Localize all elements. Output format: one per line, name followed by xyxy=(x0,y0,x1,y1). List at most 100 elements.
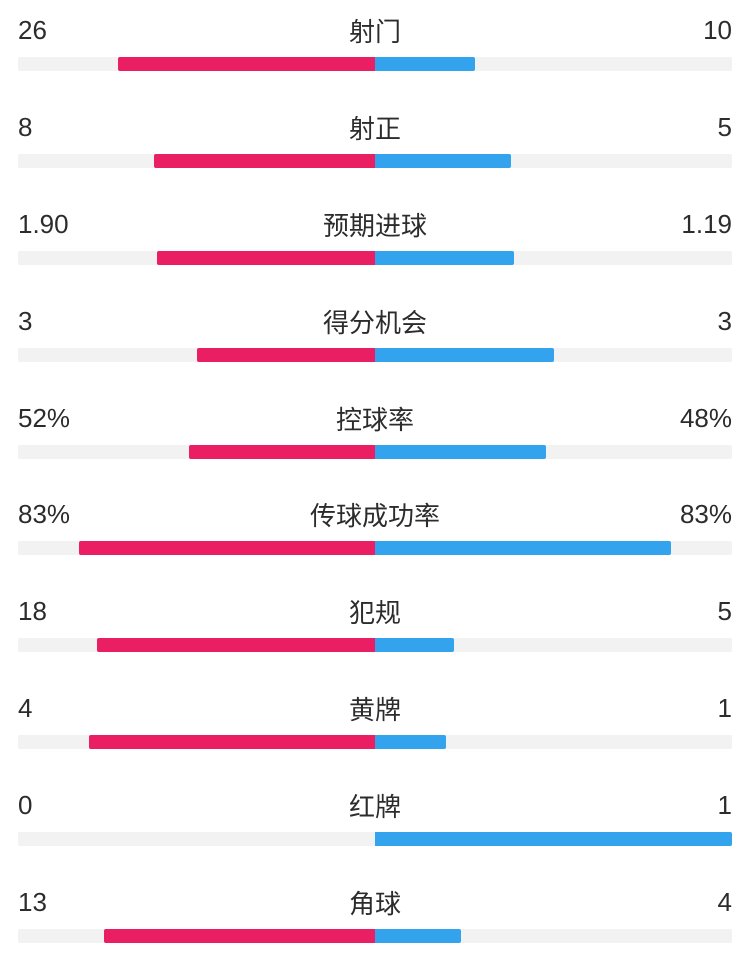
stat-labels: 52% 控球率 48% xyxy=(18,400,732,437)
bar-away-fill xyxy=(375,735,446,749)
bar-home-half xyxy=(18,638,375,652)
bar-home-fill xyxy=(154,154,375,168)
stat-name: 射门 xyxy=(78,12,672,49)
away-value: 4 xyxy=(672,887,732,918)
stat-bar xyxy=(18,154,732,168)
stat-name: 红牌 xyxy=(78,787,672,824)
stat-labels: 3 得分机会 3 xyxy=(18,303,732,340)
bar-home-half xyxy=(18,929,375,943)
stat-bar xyxy=(18,57,732,71)
stat-row: 0 红牌 1 xyxy=(18,787,732,846)
stat-row: 13 角球 4 xyxy=(18,884,732,943)
stat-name: 预期进球 xyxy=(78,206,672,243)
stat-labels: 8 射正 5 xyxy=(18,109,732,146)
home-value: 26 xyxy=(18,15,78,46)
stat-labels: 4 黄牌 1 xyxy=(18,690,732,727)
stat-name: 得分机会 xyxy=(78,303,672,340)
stat-row: 83% 传球成功率 83% xyxy=(18,496,732,555)
stat-bar xyxy=(18,638,732,652)
away-value: 83% xyxy=(672,499,732,530)
stat-name: 射正 xyxy=(78,109,672,146)
bar-home-half xyxy=(18,541,375,555)
away-value: 3 xyxy=(672,306,732,337)
stat-row: 26 射门 10 xyxy=(18,12,732,71)
bar-home-fill xyxy=(104,929,375,943)
home-value: 3 xyxy=(18,306,78,337)
away-value: 5 xyxy=(672,596,732,627)
stat-name: 犯规 xyxy=(78,593,672,630)
stat-bar xyxy=(18,929,732,943)
bar-away-half xyxy=(375,929,732,943)
away-value: 1 xyxy=(672,693,732,724)
bar-away-half xyxy=(375,154,732,168)
bar-home-half xyxy=(18,445,375,459)
stat-row: 18 犯规 5 xyxy=(18,593,732,652)
bar-away-half xyxy=(375,251,732,265)
bar-home-half xyxy=(18,348,375,362)
home-value: 0 xyxy=(18,790,78,821)
stat-labels: 1.90 预期进球 1.19 xyxy=(18,206,732,243)
bar-home-half xyxy=(18,57,375,71)
stat-bar xyxy=(18,348,732,362)
bar-home-half xyxy=(18,735,375,749)
bar-away-fill xyxy=(375,832,732,846)
away-value: 1.19 xyxy=(672,209,732,240)
stat-labels: 26 射门 10 xyxy=(18,12,732,49)
bar-away-half xyxy=(375,832,732,846)
stat-labels: 18 犯规 5 xyxy=(18,593,732,630)
bar-home-half xyxy=(18,154,375,168)
bar-away-fill xyxy=(375,251,514,265)
bar-away-half xyxy=(375,735,732,749)
away-value: 10 xyxy=(672,15,732,46)
stat-name: 控球率 xyxy=(78,400,672,437)
home-value: 1.90 xyxy=(18,209,78,240)
stat-row: 52% 控球率 48% xyxy=(18,400,732,459)
bar-away-half xyxy=(375,638,732,652)
stat-bar xyxy=(18,541,732,555)
bar-away-fill xyxy=(375,154,511,168)
stat-labels: 13 角球 4 xyxy=(18,884,732,921)
bar-home-fill xyxy=(118,57,375,71)
stat-bar xyxy=(18,251,732,265)
bar-away-half xyxy=(375,445,732,459)
bar-away-fill xyxy=(375,445,546,459)
home-value: 13 xyxy=(18,887,78,918)
bar-home-fill xyxy=(89,735,375,749)
home-value: 18 xyxy=(18,596,78,627)
bar-away-half xyxy=(375,348,732,362)
stat-labels: 83% 传球成功率 83% xyxy=(18,496,732,533)
away-value: 1 xyxy=(672,790,732,821)
stat-row: 1.90 预期进球 1.19 xyxy=(18,206,732,265)
stat-name: 角球 xyxy=(78,884,672,921)
bar-home-fill xyxy=(79,541,375,555)
stat-row: 3 得分机会 3 xyxy=(18,303,732,362)
bar-home-fill xyxy=(157,251,375,265)
bar-away-fill xyxy=(375,638,454,652)
bar-away-fill xyxy=(375,929,461,943)
bar-away-half xyxy=(375,541,732,555)
bar-home-half xyxy=(18,251,375,265)
home-value: 8 xyxy=(18,112,78,143)
stat-name: 传球成功率 xyxy=(78,496,672,533)
stat-name: 黄牌 xyxy=(78,690,672,727)
home-value: 83% xyxy=(18,499,78,530)
stat-labels: 0 红牌 1 xyxy=(18,787,732,824)
stat-row: 8 射正 5 xyxy=(18,109,732,168)
home-value: 4 xyxy=(18,693,78,724)
stat-bar xyxy=(18,735,732,749)
stats-container: 26 射门 10 8 射正 5 1.90 xyxy=(0,0,750,957)
bar-away-fill xyxy=(375,348,554,362)
stat-row: 4 黄牌 1 xyxy=(18,690,732,749)
bar-away-fill xyxy=(375,57,475,71)
bar-home-fill xyxy=(189,445,375,459)
bar-home-fill xyxy=(197,348,376,362)
stat-bar xyxy=(18,445,732,459)
bar-away-fill xyxy=(375,541,671,555)
away-value: 48% xyxy=(672,403,732,434)
bar-away-half xyxy=(375,57,732,71)
bar-home-half xyxy=(18,832,375,846)
away-value: 5 xyxy=(672,112,732,143)
home-value: 52% xyxy=(18,403,78,434)
bar-home-fill xyxy=(97,638,375,652)
stat-bar xyxy=(18,832,732,846)
